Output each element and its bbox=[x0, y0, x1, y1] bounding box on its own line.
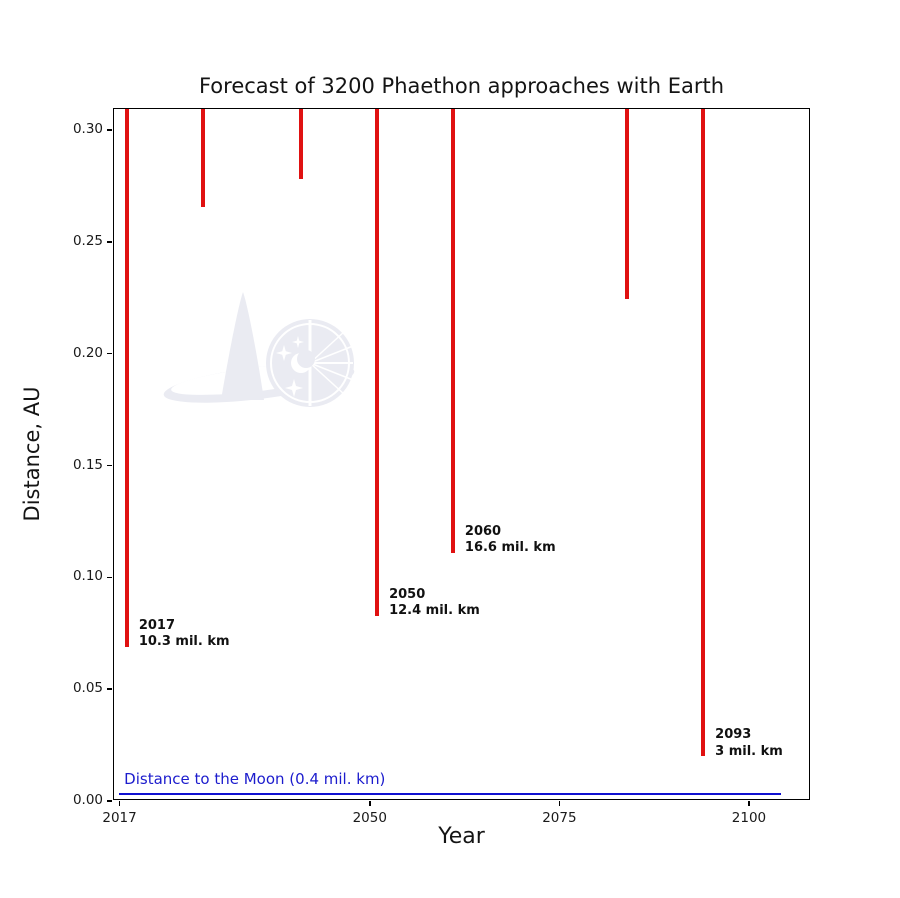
observatory-logo-watermark bbox=[163, 292, 355, 407]
moon-distance-line bbox=[119, 792, 781, 796]
y-axis-label: Distance, AU bbox=[20, 386, 44, 522]
moon-distance-label: Distance to the Moon (0.4 mil. km) bbox=[124, 770, 386, 789]
y-tick-mark bbox=[107, 688, 113, 690]
plot-area: 2017 2050 2075 2100 0.00 0.05 0.10 0.15 0.20 0.25… bbox=[73, 108, 810, 826]
approach-stem bbox=[200, 109, 205, 207]
y-tick-mark bbox=[107, 241, 113, 243]
annotation-distance: 10.3 mil. km bbox=[138, 634, 230, 650]
approach-stem bbox=[701, 109, 706, 756]
annotation-distance: 12.4 mil. km bbox=[389, 603, 480, 619]
approach-annotation: 2093 3 mil. km bbox=[715, 727, 783, 760]
y-tick-label: 0.05 bbox=[72, 680, 103, 697]
approach-annotation: 2017 10.3 mil. km bbox=[139, 618, 230, 651]
logo-emblem bbox=[266, 319, 354, 407]
approach-annotation: 2060 16.6 mil. km bbox=[465, 524, 556, 557]
y-tick-mark bbox=[107, 352, 113, 355]
y-tick-label: 0.15 bbox=[72, 456, 103, 473]
approach-annotation: 2050 12.4 mil. km bbox=[389, 587, 480, 620]
y-tick-mark bbox=[107, 129, 113, 131]
y-tick-label: 0.00 bbox=[72, 792, 103, 808]
y-tick-label: 0.20 bbox=[72, 344, 103, 361]
x-tick-label: 2075 bbox=[542, 810, 577, 826]
y-tick-mark bbox=[107, 576, 113, 579]
annotation-year: 2060 bbox=[464, 523, 502, 539]
annotation-year: 2050 bbox=[389, 586, 426, 602]
x-tick-label: 2100 bbox=[731, 810, 767, 826]
y-tick-mark bbox=[107, 464, 113, 467]
approach-stem bbox=[625, 109, 630, 299]
x-tick-label: 2050 bbox=[352, 810, 387, 826]
approach-stem bbox=[450, 109, 455, 553]
annotation-year: 2017 bbox=[138, 617, 175, 633]
x-tick-mark bbox=[368, 801, 371, 806]
logo-star-icon bbox=[285, 379, 303, 397]
approach-stem bbox=[375, 109, 380, 616]
logo-arch bbox=[221, 292, 264, 400]
y-tick-mark bbox=[107, 800, 113, 802]
x-tick-label: 2017 bbox=[102, 810, 137, 826]
chart-title: Forecast of 3200 Phaethon approaches wit… bbox=[198, 74, 725, 98]
annotation-year: 2093 bbox=[715, 727, 752, 743]
annotation-distance: 3 mil. km bbox=[715, 743, 783, 759]
y-tick-label: 0.25 bbox=[72, 232, 103, 249]
x-tick-mark bbox=[118, 801, 121, 806]
approach-stem bbox=[124, 109, 129, 647]
x-tick-mark bbox=[748, 801, 750, 806]
x-tick-mark bbox=[558, 801, 561, 806]
y-tick-label: 0.30 bbox=[72, 121, 103, 138]
logo-star-icon bbox=[276, 345, 292, 361]
logo-star-icon bbox=[292, 336, 304, 348]
x-axis-label: Year bbox=[438, 824, 485, 849]
y-tick-label: 0.10 bbox=[72, 568, 103, 585]
approach-stem bbox=[299, 109, 304, 180]
annotation-distance: 16.6 mil. km bbox=[464, 540, 556, 556]
